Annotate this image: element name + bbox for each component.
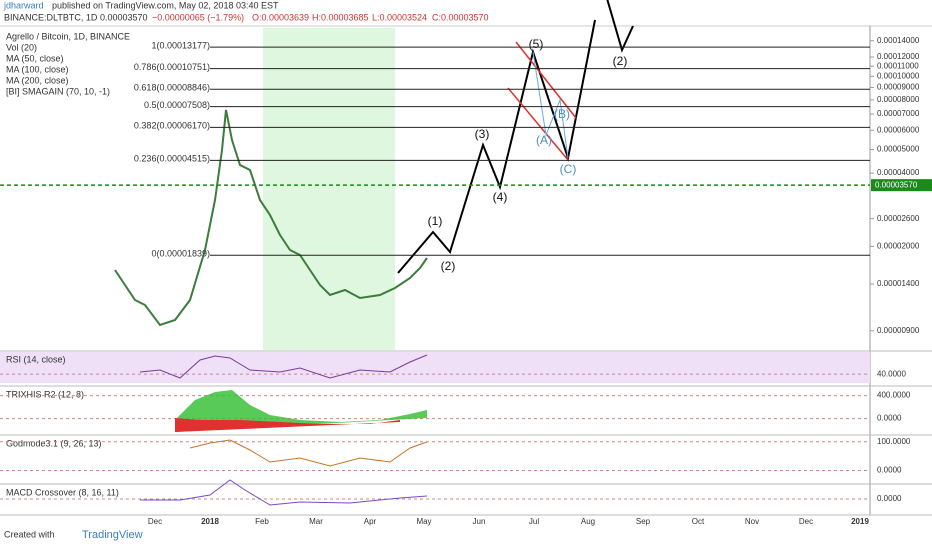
legend-entry: Agrello / Bitcoin, 1D, BINANCE [6, 31, 130, 41]
close: C:0.00003570 [432, 12, 489, 22]
x-tick-label: Aug [581, 517, 595, 526]
y-tick-label: 0.00010000 [877, 71, 920, 80]
footer-created: Created with [4, 529, 55, 539]
wave-path-2 [606, 0, 634, 53]
y-tick-label: 0.00012000 [877, 52, 920, 61]
panel-label: RSI (14, close) [6, 354, 66, 364]
legend-entry: MA (100, close) [6, 64, 69, 74]
rsi-band [0, 352, 870, 383]
x-tick-label: Feb [255, 517, 269, 526]
current-price-box [871, 179, 932, 192]
wave-label: (A) [536, 133, 552, 147]
y-tick-label: 0.00004000 [877, 168, 920, 177]
price-trace [114, 109, 428, 327]
y-tick-label: 0.00011000 [877, 61, 919, 70]
open: O:0.00003639 [252, 12, 309, 22]
low: L:0.00003524 [372, 12, 427, 22]
rsi-trace [139, 354, 428, 379]
panel-tick-label: 40.0000 [877, 369, 906, 378]
last: 0.00003570 [100, 12, 148, 22]
wave-label: (C) [560, 162, 577, 176]
y-tick-label: 0.00007000 [877, 109, 920, 118]
user[interactable]: jdharward [3, 0, 44, 10]
current-price-label: 0.00003570 [875, 180, 918, 189]
x-tick-label: Oct [692, 517, 705, 526]
y-tick-label: 0.00006000 [877, 125, 920, 134]
fib-label: 1(0.00013177) [151, 41, 210, 51]
fib-label: 0.618(0.00008846) [134, 83, 210, 93]
symbol: BINANCE:DLTBTC, 1D [4, 12, 98, 22]
x-tick-label: Jun [473, 517, 486, 526]
channel-line [515, 41, 577, 119]
y-tick-label: 0.00009000 [877, 83, 920, 92]
macd-trace [140, 479, 428, 506]
x-tick-label: May [416, 517, 431, 526]
panel-label: MACD Crossover (8, 16, 11) [6, 487, 119, 497]
wave-label: (4) [493, 190, 508, 204]
wave-label: (B) [554, 107, 570, 121]
panel-tick-label: 400.0000 [877, 391, 911, 400]
legend-entry: [BI] SMAGAIN (70, 10, -1) [6, 86, 110, 96]
channel-line [507, 87, 569, 161]
y-tick-label: 0.00002000 [877, 241, 920, 250]
panel-tick-label: 0.0000 [877, 466, 902, 475]
x-tick-label: Jul [529, 517, 539, 526]
wave-label: (2) [441, 259, 456, 273]
fib-label: 0.786(0.00010751) [134, 62, 210, 72]
y-tick-label: 0.00001400 [877, 279, 920, 288]
panel-tick-label: 0.0000 [877, 494, 902, 503]
fib-label: 0.382(0.00006170) [134, 121, 210, 131]
y-tick-label: 0.00000900 [877, 326, 920, 335]
panel-label: Godmode3.1 (9, 26, 13) [6, 438, 102, 448]
fib-label: 0.236(0.00004515) [134, 154, 210, 164]
y-tick-label: 0.00005000 [877, 145, 920, 154]
highlight-zone [263, 28, 395, 350]
correction-path [532, 51, 569, 159]
footer-brand[interactable]: TradingView [82, 529, 143, 541]
published: published on TradingView.com, May 02, 20… [52, 0, 279, 10]
legend-entry: MA (50, close) [6, 53, 64, 63]
x-tick-label: 2018 [201, 517, 219, 526]
fib-label: 0.5(0.00007508) [144, 100, 210, 110]
wave-label: (1) [428, 214, 443, 228]
x-tick-label: Mar [309, 517, 323, 526]
legend-entry: MA (200, close) [6, 75, 69, 85]
wave-path [397, 19, 596, 274]
trix-hist-neg [175, 418, 400, 432]
wave-label: (3) [475, 127, 490, 141]
panel-tick-label: 100.0000 [877, 437, 911, 446]
y-tick-label: 0.00014000 [877, 36, 920, 45]
x-tick-label: Dec [148, 517, 162, 526]
x-tick-label: Apr [364, 517, 377, 526]
y-tick-label: 0.00002600 [877, 214, 920, 223]
legend-entry: Vol (20) [6, 42, 37, 52]
x-tick-label: Sep [636, 517, 651, 526]
y-tick-label: 0.00008000 [877, 95, 920, 104]
x-tick-label: 2019 [851, 517, 869, 526]
wave-label: (5) [529, 37, 544, 51]
panel-label: TRIXHIS R2 (12, 8) [6, 389, 84, 399]
godmode-trace [189, 439, 428, 467]
panel-tick-label: 0.0000 [877, 414, 902, 423]
wave-label: (2) [613, 54, 628, 68]
x-tick-label: Dec [799, 517, 813, 526]
x-tick-label: Nov [745, 517, 759, 526]
fib-label: 0(0.00001839) [151, 249, 210, 259]
high: H:0.00003685 [312, 12, 369, 22]
change: −0.00000065 (−1.79%) [152, 12, 244, 22]
